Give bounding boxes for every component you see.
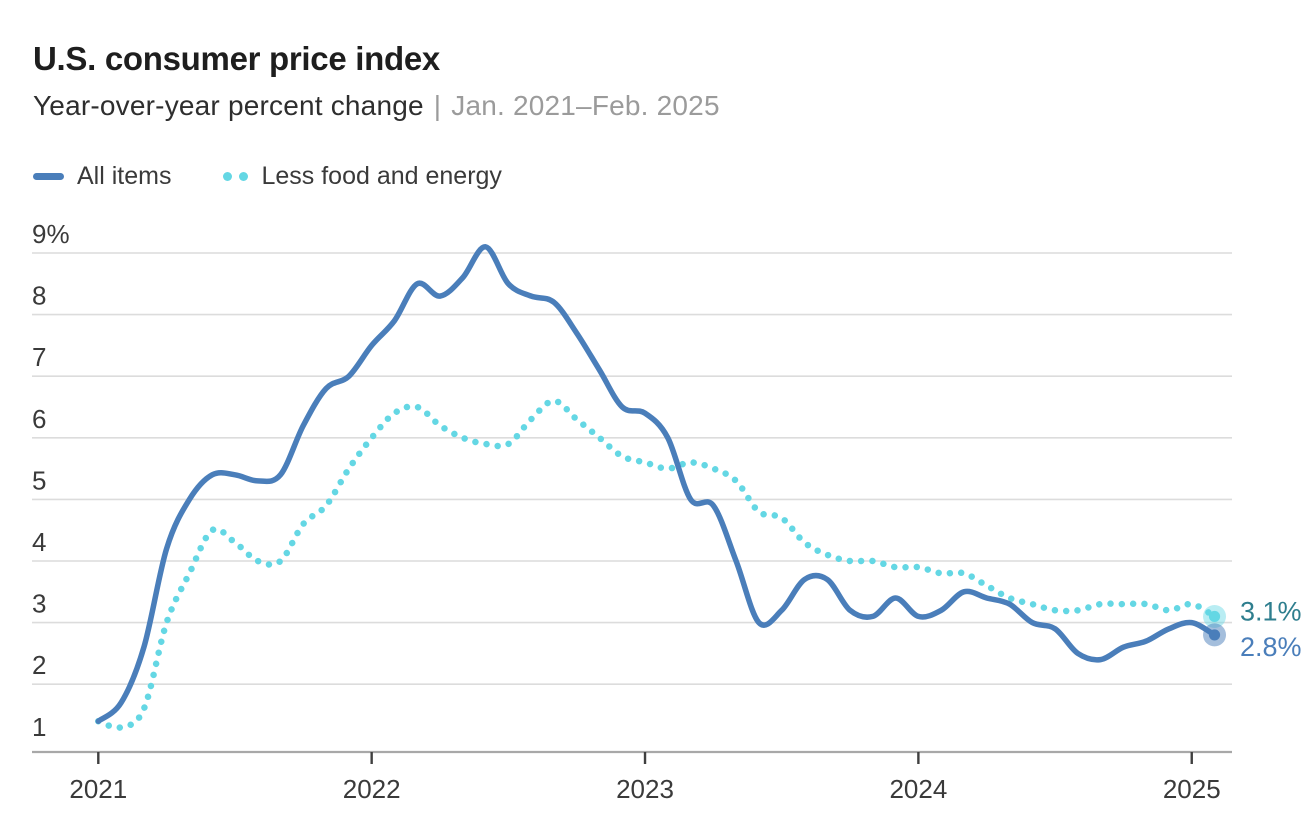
all-items-line-swatch: [33, 173, 64, 180]
y-axis-label-7: 7: [32, 342, 46, 372]
legend-label-all-items: All items: [77, 162, 172, 190]
subtitle-measure: Year-over-year percent change: [33, 90, 424, 121]
x-axis-label-2024: 2024: [889, 774, 947, 804]
all-items-end-label: 2.8%: [1240, 632, 1302, 662]
less-food-energy-line: [95, 397, 1218, 731]
x-axis-label-2021: 2021: [69, 774, 127, 804]
x-axis-label-2025: 2025: [1163, 774, 1221, 804]
subtitle-separator: |: [433, 90, 442, 121]
cpi-line-chart-svg: 9% 8 7 6 5 4 3 2 1 2021 2022 2023 2024 2025 3.1% 2.8%: [32, 219, 1302, 804]
y-axis-label-1: 1: [32, 712, 46, 742]
less-food-energy-end-label: 3.1%: [1240, 596, 1302, 626]
y-axis-label-4: 4: [32, 527, 46, 557]
less-food-energy-dots-swatch: [223, 172, 249, 181]
subtitle-date-range: Jan. 2021–Feb. 2025: [451, 90, 720, 121]
less-food-energy-end-dot: [1208, 610, 1221, 623]
line-chart: 9% 8 7 6 5 4 3 2 1 2021 2022 2023 2024 2025 3.1% 2.8%: [0, 210, 1316, 828]
all-items-end-dot: [1208, 629, 1221, 641]
y-axis-label-9: 9%: [32, 219, 70, 249]
chart-legend: All items Less food and energy: [33, 162, 502, 191]
legend-item-less-food-energy: Less food and energy: [223, 162, 502, 191]
legend-label-less-food-energy: Less food and energy: [261, 162, 502, 190]
y-axis-label-2: 2: [32, 650, 46, 680]
y-axis-label-8: 8: [32, 281, 46, 311]
chart-subtitle: Year-over-year percent change | Jan. 2021–…: [33, 90, 720, 122]
y-axis-label-5: 5: [32, 465, 46, 495]
all-items-line: [95, 244, 1218, 724]
legend-item-all-items: All items: [33, 162, 171, 191]
x-axis-label-2023: 2023: [616, 774, 674, 804]
page-title: U.S. consumer price index: [33, 40, 440, 77]
x-axis-label-2022: 2022: [343, 774, 401, 804]
y-axis-label-6: 6: [32, 404, 46, 434]
y-axis-label-3: 3: [32, 589, 46, 619]
